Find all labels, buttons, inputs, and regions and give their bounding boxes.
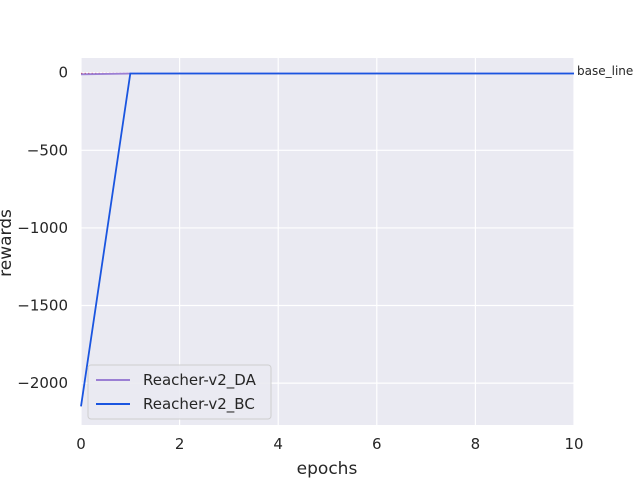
y-tick-label: −500 — [27, 141, 68, 159]
x-tick-label: 6 — [372, 435, 382, 453]
series-group — [80, 72, 574, 407]
y-axis-label: rewards — [0, 209, 16, 277]
tick-labels: 0 2 4 6 8 10 0 −500 −1000 −1500 −2000 — [17, 64, 583, 453]
legend-label-bc: Reacher-v2_BC — [143, 395, 255, 414]
legend: Reacher-v2_DA Reacher-v2_BC — [87, 364, 272, 420]
y-tick-label: −2000 — [17, 374, 68, 392]
plot-background — [81, 58, 574, 425]
y-tick-label: 0 — [58, 64, 68, 82]
baseline-label: base_line — [577, 64, 633, 78]
y-tick-label: −1500 — [17, 297, 68, 315]
legend-box — [87, 364, 272, 420]
legend-label-da: Reacher-v2_DA — [143, 371, 257, 390]
x-tick-label: 10 — [564, 435, 583, 453]
x-tick-label: 0 — [76, 435, 86, 453]
series-line-bc — [80, 72, 574, 407]
x-tick-label: 8 — [471, 435, 481, 453]
x-tick-label: 4 — [273, 435, 283, 453]
x-axis-label: epochs — [297, 459, 358, 479]
x-tick-label: 2 — [175, 435, 185, 453]
y-tick-label: −1000 — [17, 219, 68, 237]
grid — [80, 58, 575, 425]
